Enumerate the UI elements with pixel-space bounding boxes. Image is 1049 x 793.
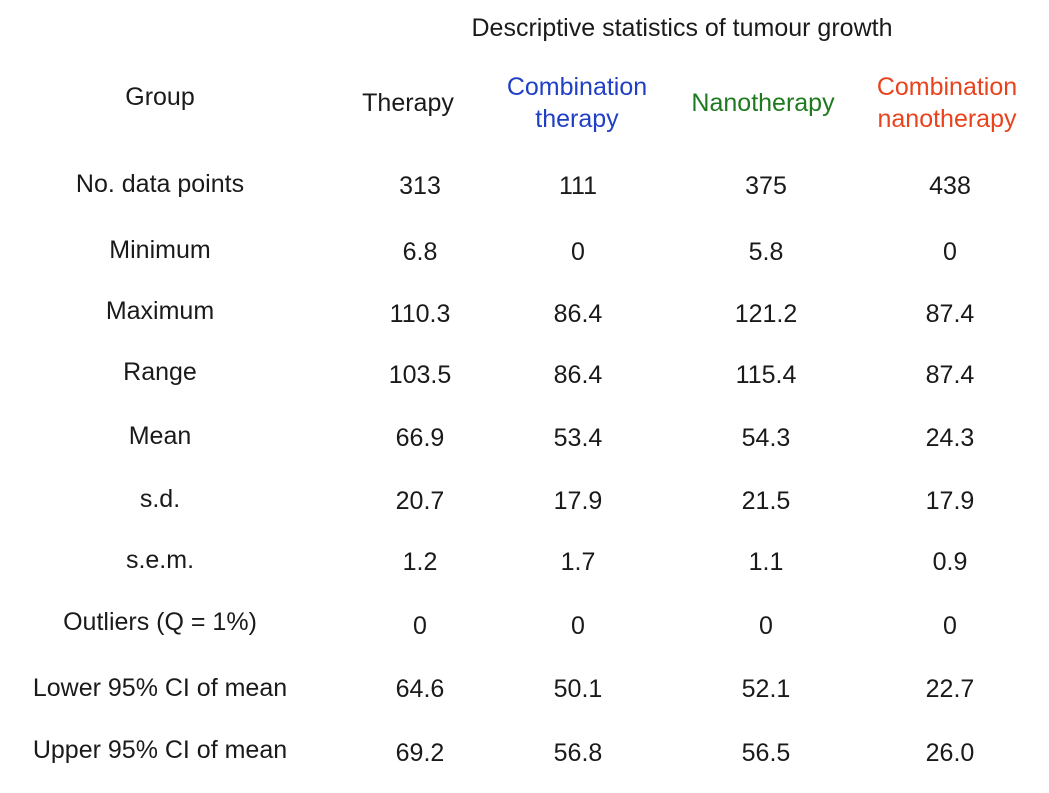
table-cell: 115.4 — [735, 361, 797, 389]
header-therapy-label: Therapy — [362, 89, 454, 117]
table-cell: 0.9 — [932, 548, 968, 576]
table-cell: 0 — [571, 238, 585, 266]
table-cell: 64.6 — [395, 675, 445, 703]
table-cell: 87.4 — [925, 300, 975, 328]
row-label: Mean — [128, 422, 192, 450]
table-cell: 0 — [943, 612, 957, 640]
table-cell: 53.4 — [553, 424, 603, 452]
table-cell: 86.4 — [553, 300, 603, 328]
table-cell: 1.2 — [402, 548, 438, 576]
table-cell: 21.5 — [741, 487, 791, 515]
table-cell: 56.8 — [553, 739, 603, 767]
table-cell: 6.8 — [402, 238, 438, 266]
row-label: Maximum — [105, 297, 215, 325]
header-nanotherapy: Nanotherapy — [672, 87, 854, 119]
table-cell: 54.3 — [741, 424, 791, 452]
table-cell: 56.5 — [741, 739, 791, 767]
table-cell: 0 — [413, 612, 427, 640]
table-cell: 0 — [759, 612, 773, 640]
row-label: Lower 95% CI of mean — [32, 674, 288, 702]
table-cell: 86.4 — [553, 361, 603, 389]
table-cell: 22.7 — [925, 675, 975, 703]
header-group: Group — [125, 83, 195, 111]
table-cell: 103.5 — [388, 361, 452, 389]
table-cell: 87.4 — [925, 361, 975, 389]
header-combination-nanotherapy-line2: nanotherapy — [877, 105, 1017, 133]
row-label: Upper 95% CI of mean — [32, 736, 288, 764]
table-cell: 0 — [571, 612, 585, 640]
header-combination-nanotherapy: Combination nanotherapy — [856, 71, 1038, 135]
table-cell: 17.9 — [553, 487, 603, 515]
header-combination-therapy-line2: therapy — [535, 105, 619, 133]
table-cell: 1.1 — [748, 548, 784, 576]
header-combination-nanotherapy-line1: Combination — [876, 73, 1018, 101]
table-cell: 24.3 — [925, 424, 975, 452]
header-therapy: Therapy — [340, 87, 476, 119]
table-cell: 111 — [558, 172, 597, 200]
header-combination-therapy: Combination therapy — [486, 71, 668, 135]
row-label: Minimum — [109, 236, 211, 264]
table-cell: 438 — [929, 172, 971, 200]
row-label: s.e.m. — [125, 546, 195, 574]
row-label: Outliers (Q = 1%) — [63, 608, 257, 636]
table-cell: 313 — [399, 172, 441, 200]
table-cell: 20.7 — [395, 487, 445, 515]
table-cell: 1.7 — [560, 548, 596, 576]
table-cell: 66.9 — [395, 424, 445, 452]
table-cell: 52.1 — [741, 675, 791, 703]
table-cell: 26.0 — [925, 739, 975, 767]
row-label: No. data points — [75, 170, 245, 198]
table-cell: 17.9 — [925, 487, 975, 515]
header-nanotherapy-label: Nanotherapy — [691, 89, 835, 117]
table-title: Descriptive statistics of tumour growth — [471, 14, 893, 42]
table-cell: 375 — [745, 172, 787, 200]
row-label: s.d. — [139, 485, 181, 513]
table-cell: 121.2 — [734, 300, 798, 328]
table-cell: 110.3 — [389, 300, 451, 328]
table-cell: 5.8 — [748, 238, 784, 266]
table-cell: 50.1 — [553, 675, 603, 703]
header-combination-therapy-line1: Combination — [506, 73, 648, 101]
table-cell: 0 — [943, 238, 957, 266]
table-cell: 69.2 — [395, 739, 445, 767]
row-label: Range — [123, 358, 197, 386]
